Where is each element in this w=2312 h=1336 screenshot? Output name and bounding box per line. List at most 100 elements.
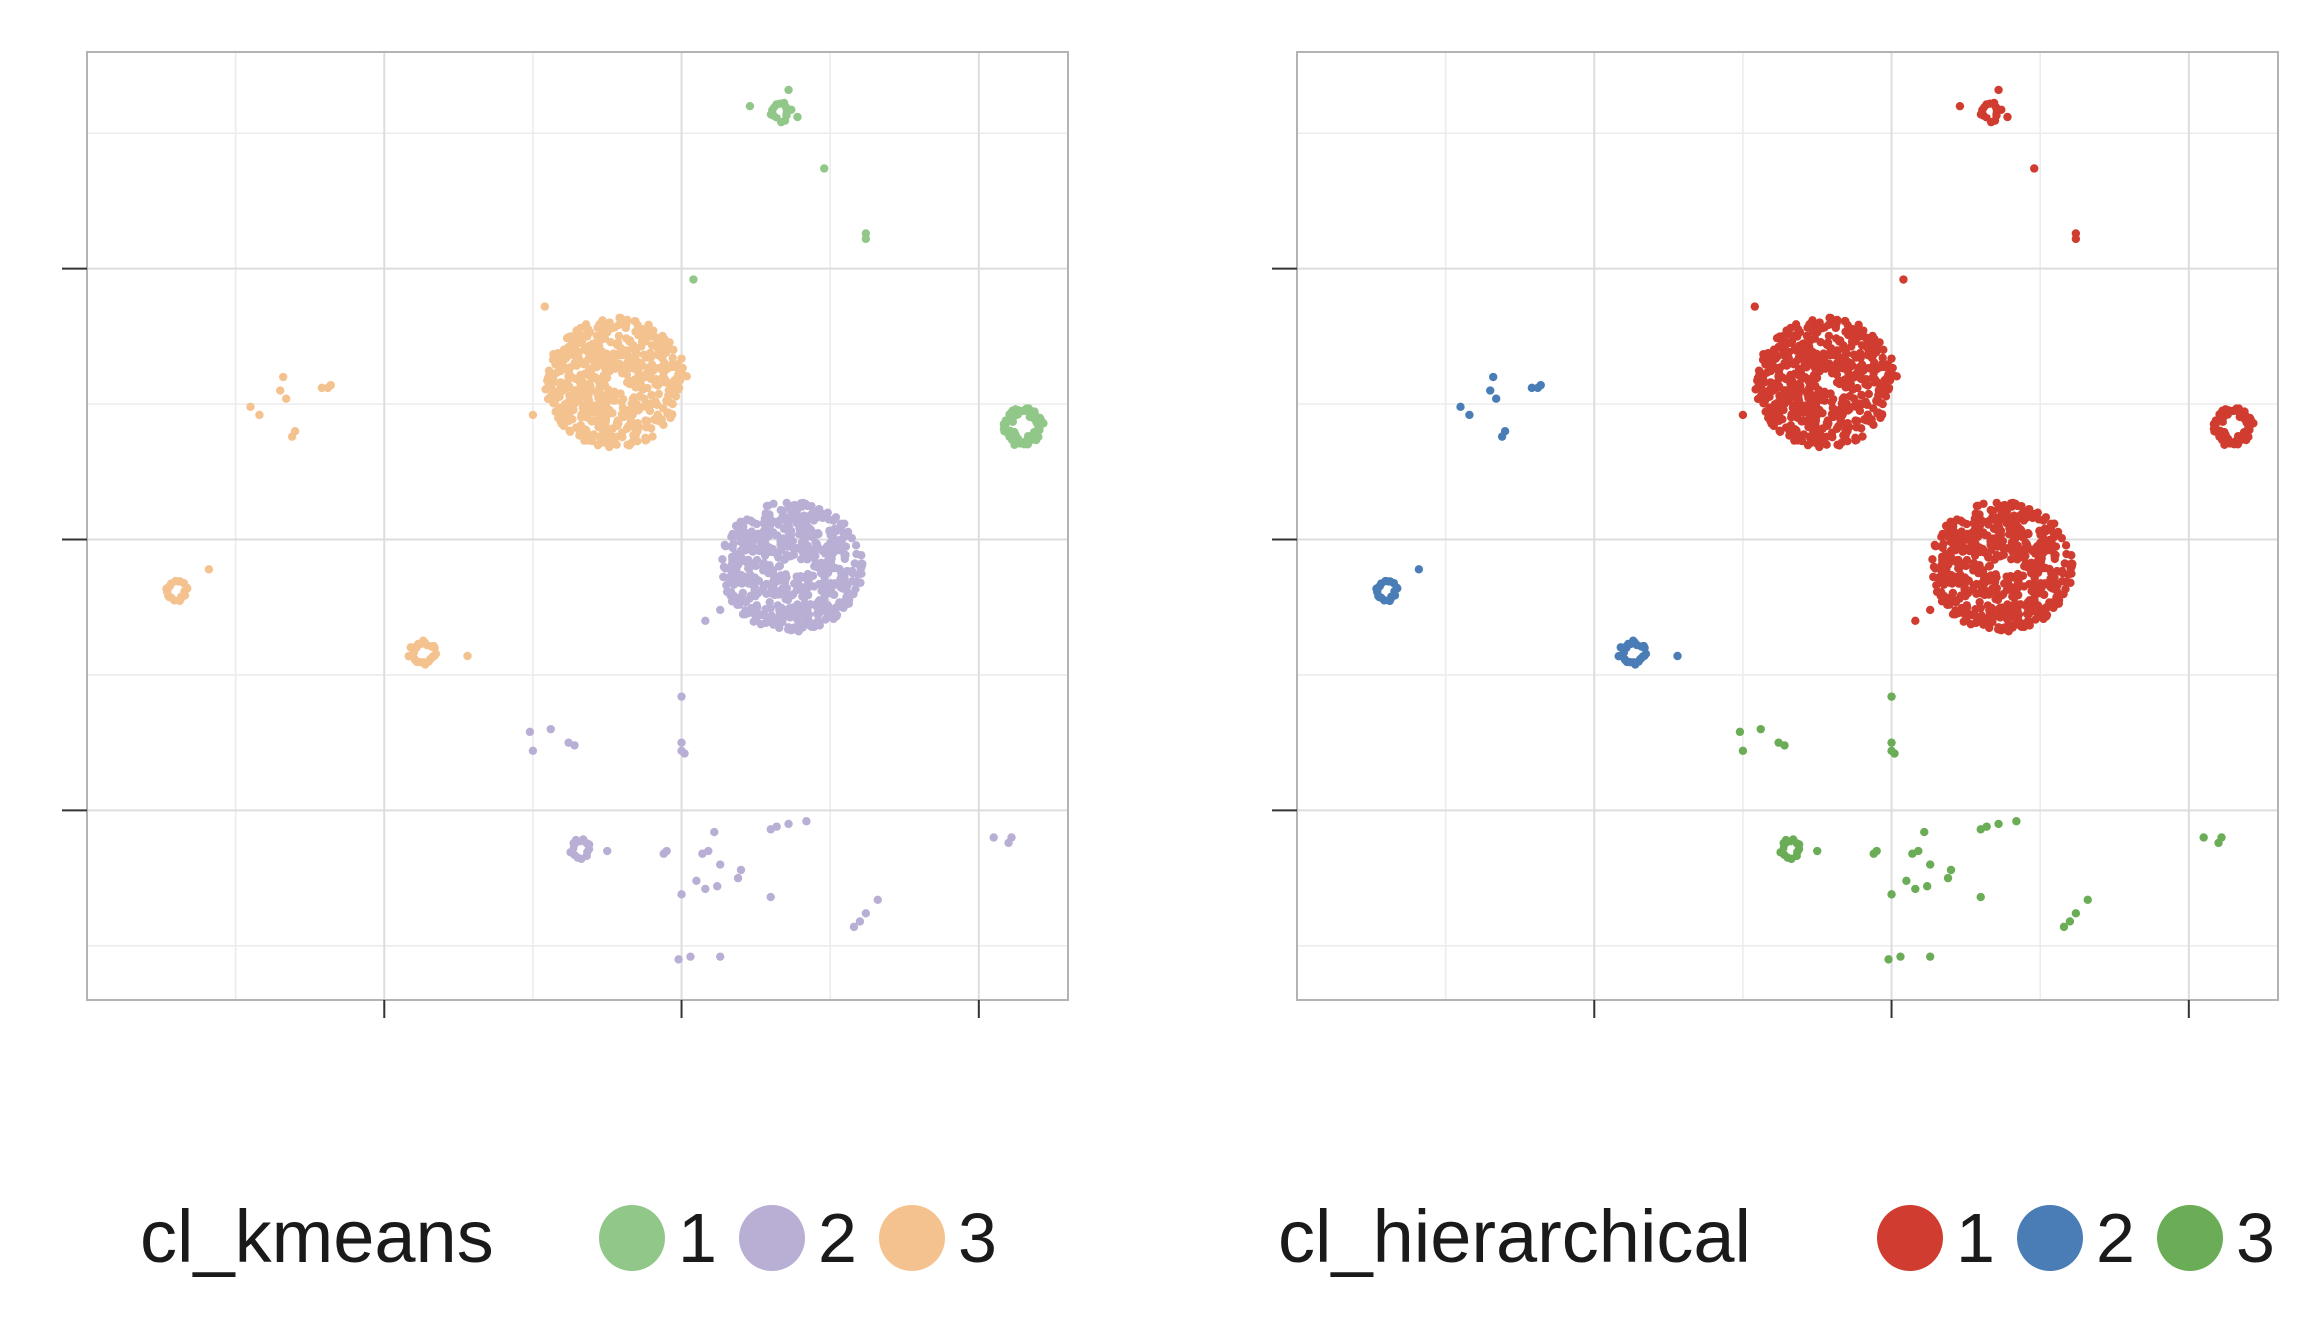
data-point (622, 365, 631, 374)
data-point (2014, 610, 2023, 619)
data-point (765, 598, 774, 607)
data-point (1750, 302, 1760, 311)
data-point (1931, 564, 1940, 573)
data-point (668, 399, 677, 409)
data-point (811, 558, 821, 568)
data-point (255, 410, 264, 420)
data-point (677, 692, 686, 701)
data-point (544, 366, 554, 375)
data-point (2006, 554, 2016, 564)
data-point (1491, 394, 1501, 403)
data-point (1857, 424, 1866, 433)
data-point (739, 538, 749, 548)
data-point (2008, 543, 2017, 552)
data-point (246, 402, 255, 412)
cluster-center (419, 650, 427, 657)
data-point (851, 541, 861, 550)
data-point (783, 542, 792, 551)
data-point (759, 566, 768, 575)
data-point (638, 324, 647, 334)
data-point (1983, 601, 1993, 610)
data-point (1976, 825, 1985, 834)
data-point (603, 846, 612, 856)
data-point (756, 620, 766, 629)
data-point (1980, 579, 1989, 588)
data-point (800, 535, 809, 544)
data-point (2042, 612, 2051, 621)
data-point (1955, 101, 1965, 111)
data-point (802, 817, 811, 826)
data-point (728, 543, 737, 553)
data-point (783, 595, 793, 605)
cluster-center (1020, 422, 1027, 429)
data-point (679, 371, 688, 380)
data-point (326, 380, 335, 390)
data-point (1946, 551, 1955, 560)
data-point (760, 611, 770, 621)
data-point (852, 549, 861, 559)
panel-border (1296, 51, 2279, 1001)
data-point (577, 413, 586, 422)
data-point (635, 391, 644, 401)
data-point (616, 313, 625, 323)
data-point (569, 395, 579, 405)
data-point (1993, 595, 2003, 605)
data-point (1841, 383, 1850, 392)
data-point (783, 552, 793, 561)
data-point (631, 430, 640, 439)
data-point (734, 572, 743, 582)
data-point (1789, 403, 1799, 412)
data-point (623, 346, 633, 355)
data-point (287, 432, 297, 441)
data-point (873, 895, 882, 904)
data-point (2057, 533, 2066, 543)
data-point (2022, 619, 2031, 628)
data-point (1975, 598, 1984, 607)
data-point (659, 369, 668, 378)
data-point (1995, 604, 2004, 613)
data-point (989, 833, 998, 842)
data-point (1829, 412, 1838, 422)
data-point (586, 406, 595, 415)
data-point (2047, 568, 2056, 578)
data-point (1841, 430, 1850, 439)
data-point (1848, 324, 1857, 334)
data-point (1911, 616, 1920, 625)
data-point (1802, 417, 1812, 427)
legend-label-2: 2 (2096, 1199, 2135, 1277)
data-point (1822, 350, 1831, 359)
data-point (1847, 342, 1856, 351)
data-point (1986, 505, 1996, 515)
data-point (1929, 572, 1938, 582)
data-point (789, 513, 798, 522)
data-point (1865, 417, 1874, 426)
data-point (1878, 359, 1887, 368)
data-point (1796, 406, 1805, 415)
data-point (562, 333, 572, 343)
data-point (560, 406, 570, 415)
data-point (574, 347, 584, 357)
data-point (1956, 591, 1966, 600)
data-point (617, 428, 627, 437)
data-point (1792, 432, 1801, 442)
data-point (603, 354, 613, 364)
data-point (1772, 333, 1782, 343)
data-point (1763, 358, 1773, 368)
data-point (592, 417, 602, 427)
data-point (644, 363, 654, 372)
data-point (1991, 570, 2000, 579)
data-point (600, 334, 610, 343)
data-point (1855, 369, 1864, 378)
data-point (2036, 538, 2045, 548)
data-point (1854, 399, 1863, 408)
data-point (715, 952, 725, 961)
data-point (810, 600, 820, 610)
data-point (812, 609, 822, 619)
data-point (752, 555, 762, 565)
data-point (736, 865, 746, 875)
data-point (1035, 423, 1044, 432)
data-point (1972, 579, 1981, 589)
data-point (631, 383, 640, 392)
data-point (1902, 876, 1911, 886)
